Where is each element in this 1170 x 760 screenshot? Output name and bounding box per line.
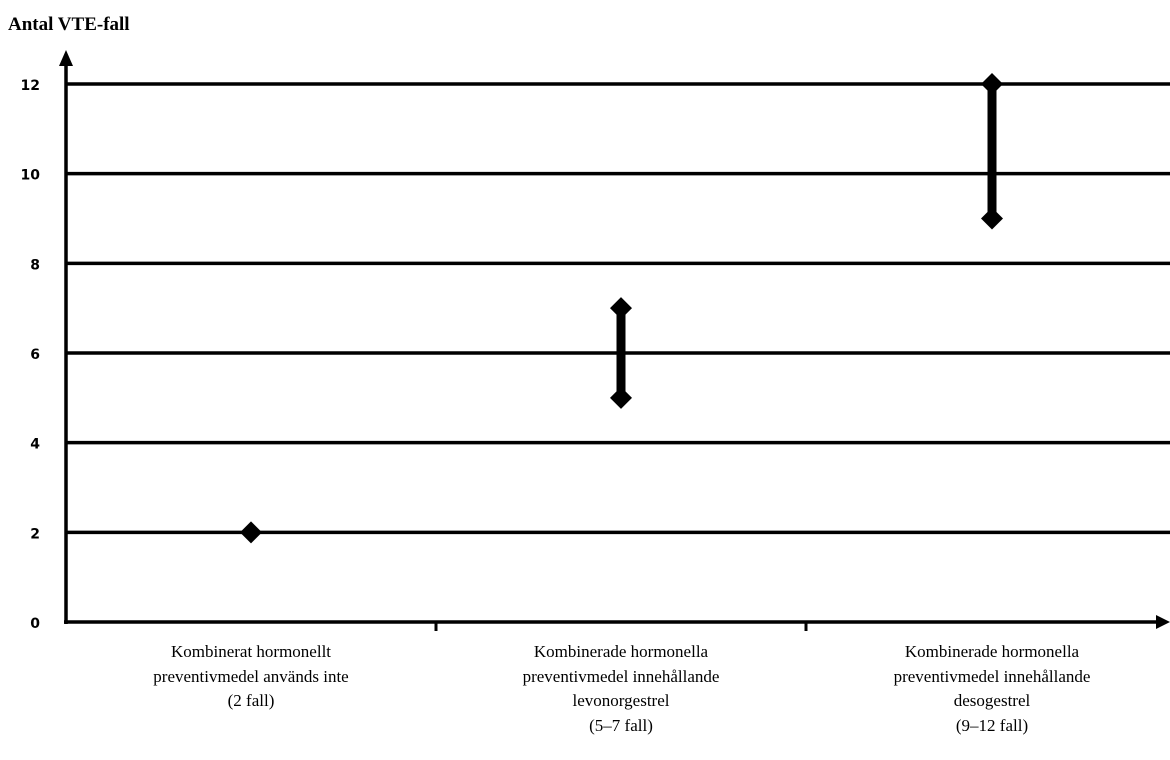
x-axis-arrow (1156, 615, 1170, 629)
y-tick-label-0: 0 (30, 616, 40, 632)
marker-low-3 (981, 207, 1003, 230)
y-axis-title: Antal VTE-fall (8, 14, 130, 35)
x-category-label-line: Kombinerade hormonella (533, 642, 709, 661)
x-category-label-line: Kombinerat hormonellt (170, 642, 332, 661)
marker-high-3 (981, 73, 1003, 95)
x-category-label-line: Kombinerade hormonella (904, 642, 1080, 661)
x-category-label-line: (9–12 fall) (955, 715, 1029, 735)
x-category-label-line: (2 fall) (227, 691, 275, 710)
x-category-label-line: preventivmedel innehållande (522, 666, 720, 686)
y-tick-label-6: 6 (30, 347, 40, 363)
y-tick-label-4: 4 (30, 437, 40, 453)
marker-low-2 (610, 386, 632, 409)
marker-1 (240, 521, 262, 544)
x-category-label-3: Kombinerade hormonella preventivmedel inn… (827, 640, 1157, 738)
y-tick-label-8: 8 (30, 257, 40, 273)
x-category-label-line: preventivmedel innehållande (893, 666, 1091, 686)
x-category-label-line: desogestrel (953, 691, 1031, 710)
y-tick-label-10: 10 (21, 168, 41, 184)
y-tick-label-12: 12 (21, 78, 40, 94)
x-category-label-line: (5–7 fall) (589, 715, 653, 735)
y-axis-arrow (59, 50, 73, 66)
x-category-label-line: preventivmedel används inte (153, 666, 349, 686)
x-category-label-2: Kombinerade hormonella preventivmedel inn… (456, 640, 786, 738)
marker-high-2 (610, 297, 632, 320)
y-tick-label-2: 2 (30, 526, 40, 542)
x-category-label-1: Kombinerat hormonellt preventivmedel anvä… (86, 640, 416, 714)
x-category-label-line: levonorgestrel (572, 691, 670, 710)
